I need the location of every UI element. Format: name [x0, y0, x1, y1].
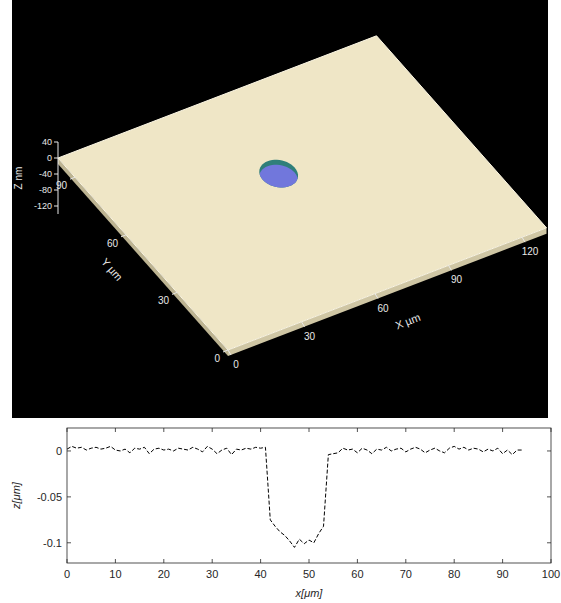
y-tick [547, 450, 551, 451]
y-tick [223, 350, 228, 352]
z-tick [54, 158, 58, 159]
x-tick [115, 428, 116, 432]
x-tick [454, 559, 455, 563]
x-tick [212, 428, 213, 432]
x-tick-label: 10 [109, 568, 121, 580]
x-tick [212, 559, 213, 563]
x-tick [502, 428, 503, 432]
x-tick-label: 50 [303, 568, 315, 580]
x-tick-label: 60 [351, 568, 363, 580]
x-tick [405, 559, 406, 563]
x-tick [302, 322, 305, 327]
y-tick [547, 496, 551, 497]
x-tick [309, 559, 310, 563]
x-tick [228, 350, 231, 355]
z-tick [54, 174, 58, 175]
x-tick [115, 559, 116, 563]
x-tick-label: 70 [400, 568, 412, 580]
y-tick [121, 235, 126, 237]
pit-inner [259, 165, 298, 193]
x-axis-title: x[μm] [295, 587, 324, 599]
x-tick [309, 428, 310, 432]
z-tick-label: -40 [39, 169, 52, 179]
page: 0 30 60 90 120 X µm 0 30 60 90 Y µm 40 0 -40 -80 -120 Z … [0, 0, 561, 603]
y-axis-title: z[μm] [10, 481, 22, 510]
y-tick [67, 496, 71, 497]
z-tick-label: -120 [34, 201, 52, 211]
pit-floor [259, 165, 298, 193]
y-tick-label: 60 [107, 238, 119, 249]
x-tick [357, 559, 358, 563]
x-tick-label: 80 [448, 568, 460, 580]
x-tick [375, 294, 378, 299]
x-tick-label: 90 [496, 568, 508, 580]
z-tick [54, 142, 58, 143]
y-tick [547, 542, 551, 543]
y-tick-label: 0 [56, 445, 62, 457]
x-tick [454, 428, 455, 432]
x-tick [522, 237, 525, 242]
plot-area [67, 428, 551, 563]
x-tick [449, 265, 452, 270]
z-tick-label: 40 [42, 137, 52, 147]
background [0, 0, 561, 603]
x-tick [502, 559, 503, 563]
x-tick-label: 90 [451, 274, 463, 285]
x-tick-label: 20 [158, 568, 170, 580]
x-tick [163, 428, 164, 432]
z-tick-label: 0 [47, 153, 52, 163]
x-axis-title: X µm [394, 311, 422, 331]
surface-chart: 0306090120X µm0306090Y µm400-40-80-120Z … [13, 36, 547, 370]
y-tick [172, 292, 177, 294]
x-tick-label: 40 [254, 568, 266, 580]
x-tick [357, 428, 358, 432]
y-axis-title: Y µm [99, 256, 125, 283]
render-background [12, 0, 548, 418]
x-tick-label: 60 [377, 303, 389, 314]
y-tick-label: 30 [158, 295, 170, 306]
z-tick [54, 190, 58, 191]
x-tick-label: 30 [304, 331, 316, 342]
x-tick [163, 559, 164, 563]
x-tick [405, 428, 406, 432]
y-tick-label: -0.1 [43, 537, 62, 549]
x-tick-label: 30 [206, 568, 218, 580]
profile-chart: 0 10 20 30 40 50 60 70 80 90 100 -0.1 -0.05 0 x[μm] z[μ… [10, 428, 560, 599]
data-group [67, 446, 522, 547]
x-tick-label: 100 [542, 568, 560, 580]
x-tick-label: 0 [64, 568, 70, 580]
y-tick-label: -0.05 [37, 491, 62, 503]
y-tick [70, 177, 75, 179]
x-tick-label: 0 [233, 359, 239, 370]
y-tick [67, 542, 71, 543]
z-tick [54, 206, 58, 207]
z-tick-label: -80 [39, 185, 52, 195]
surface [58, 36, 547, 350]
plot-frame [67, 428, 551, 563]
x-tick [260, 559, 261, 563]
z-axis [58, 142, 59, 214]
z-axis-title: Z nm [13, 167, 24, 190]
y-tick [67, 450, 71, 451]
profile-line [67, 446, 522, 547]
x-tick-label: 120 [522, 246, 539, 257]
y-tick-label: 0 [214, 353, 220, 364]
x-tick [260, 428, 261, 432]
